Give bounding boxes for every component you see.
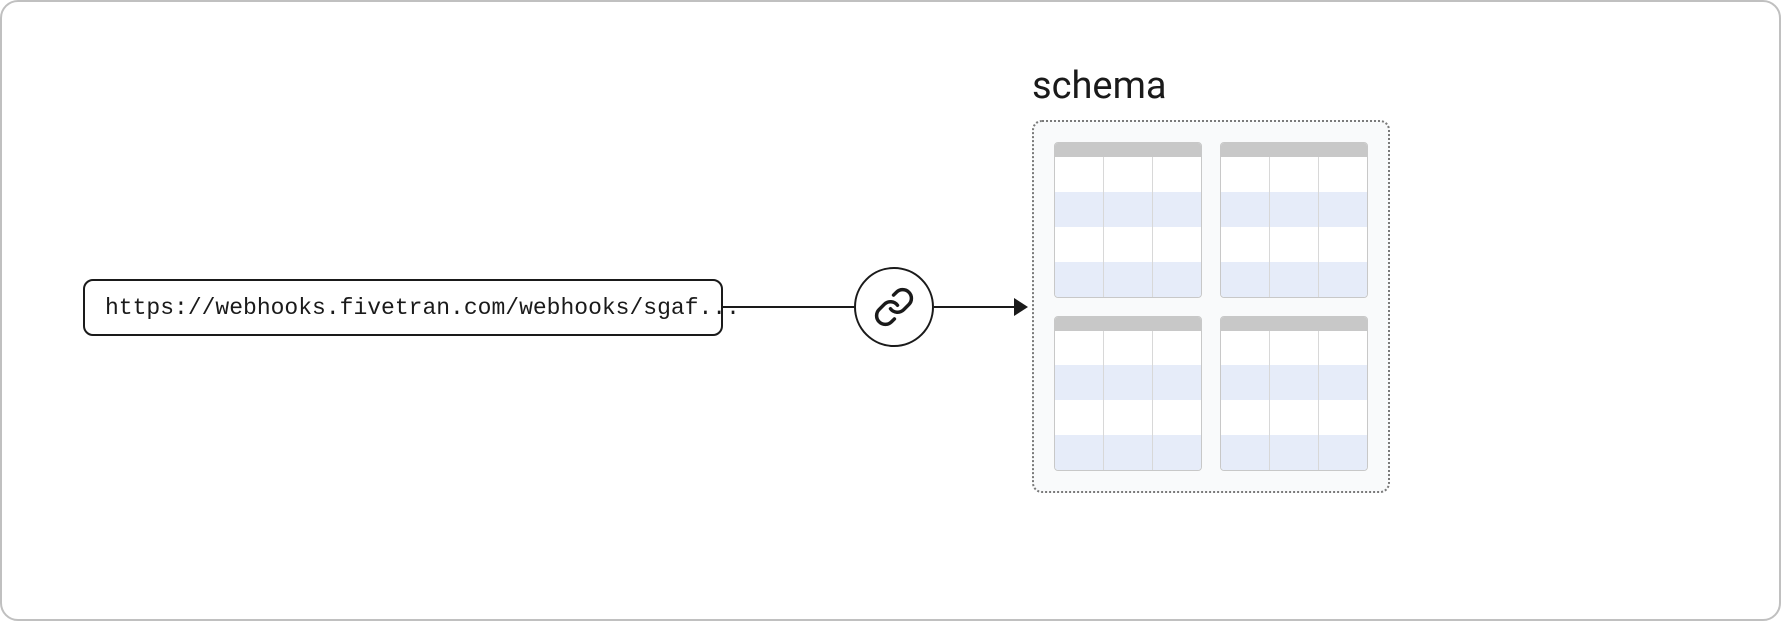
- arrow-head-icon: [1014, 298, 1028, 316]
- table-row: [1221, 262, 1367, 297]
- schema-table: [1220, 316, 1368, 472]
- table-row: [1055, 331, 1201, 366]
- table-row: [1221, 400, 1367, 435]
- diagram-container: https://webhooks.fivetran.com/webhooks/s…: [0, 0, 1781, 621]
- connector-line-left: [723, 306, 854, 308]
- table-row: [1221, 192, 1367, 227]
- table-row: [1055, 157, 1201, 192]
- schema-table: [1054, 316, 1202, 472]
- webhook-url-text: https://webhooks.fivetran.com/webhooks/s…: [105, 295, 740, 321]
- table-row: [1055, 227, 1201, 262]
- table-row: [1221, 157, 1367, 192]
- table-row: [1221, 365, 1367, 400]
- table-row: [1055, 192, 1201, 227]
- table-header-row: [1221, 143, 1367, 157]
- schema-label: schema: [1032, 64, 1167, 108]
- schema-table: [1054, 142, 1202, 298]
- table-header-row: [1055, 143, 1201, 157]
- schema-table: [1220, 142, 1368, 298]
- table-row: [1055, 435, 1201, 470]
- link-icon: [873, 286, 915, 328]
- table-header-row: [1221, 317, 1367, 331]
- table-row: [1221, 227, 1367, 262]
- table-row: [1221, 435, 1367, 470]
- table-header-row: [1055, 317, 1201, 331]
- schema-box: [1032, 120, 1390, 493]
- table-row: [1055, 365, 1201, 400]
- connector-line-right: [934, 306, 1024, 308]
- link-icon-circle: [854, 267, 934, 347]
- table-row: [1055, 262, 1201, 297]
- table-row: [1055, 400, 1201, 435]
- webhook-url-box: https://webhooks.fivetran.com/webhooks/s…: [83, 279, 723, 336]
- table-row: [1221, 331, 1367, 366]
